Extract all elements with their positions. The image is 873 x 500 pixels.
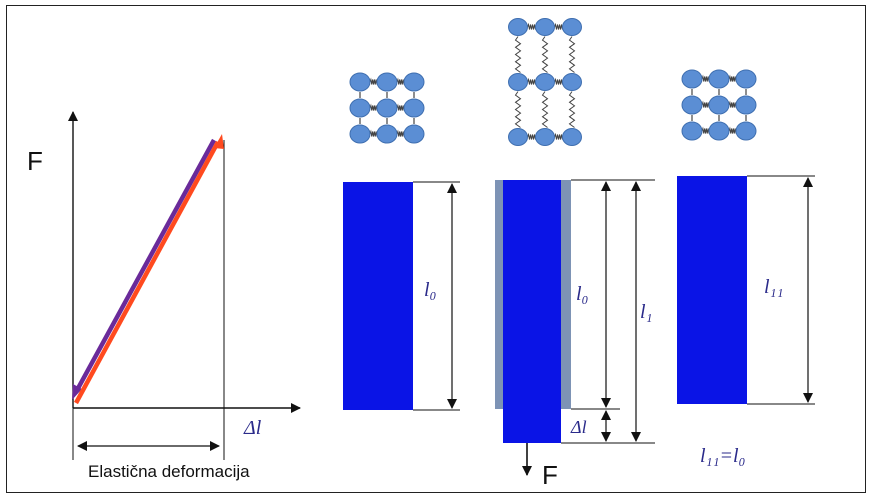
bar-returned: l₁₁ l₁₁=l₀ bbox=[677, 175, 815, 467]
bond-spring bbox=[396, 103, 405, 111]
unloading-arrowhead bbox=[72, 384, 82, 400]
atom bbox=[562, 17, 582, 37]
loading-line bbox=[74, 140, 220, 405]
bond-spring bbox=[527, 77, 536, 85]
bond-spring bbox=[568, 36, 576, 73]
bar-stretched: l₀ l₁ Δl F bbox=[495, 179, 655, 490]
atom bbox=[508, 72, 528, 92]
bond-spring bbox=[701, 100, 710, 108]
bar-returned-body bbox=[677, 176, 747, 404]
atom bbox=[681, 95, 703, 115]
bond-spring bbox=[554, 77, 563, 85]
atom bbox=[535, 17, 555, 37]
loading-arrowhead bbox=[214, 134, 224, 149]
atom bbox=[349, 72, 371, 92]
bond-spring bbox=[369, 103, 378, 111]
atom bbox=[708, 121, 730, 141]
bond-spring bbox=[554, 22, 563, 30]
atom bbox=[349, 98, 371, 118]
atom bbox=[535, 127, 555, 147]
extension-axis-label: Δl bbox=[243, 417, 262, 439]
atom bbox=[376, 72, 398, 92]
atom bbox=[562, 72, 582, 92]
atom bbox=[403, 124, 425, 144]
bond-spring bbox=[527, 22, 536, 30]
atom bbox=[376, 98, 398, 118]
force-extension-graph: F Δl Elastična deformacija bbox=[27, 111, 301, 481]
atom bbox=[735, 69, 757, 89]
bar-stretched-extension-label: Δl bbox=[570, 417, 587, 437]
atom bbox=[508, 17, 528, 37]
atom bbox=[562, 127, 582, 147]
bond-spring bbox=[541, 91, 549, 128]
bar-original: l₀ bbox=[343, 181, 460, 411]
atom bbox=[508, 127, 528, 147]
bond-spring bbox=[369, 77, 378, 85]
bar-stretched-body bbox=[503, 180, 561, 443]
atom bbox=[708, 69, 730, 89]
applied-force-label: F bbox=[542, 460, 558, 490]
atom bbox=[535, 72, 555, 92]
atom bbox=[681, 121, 703, 141]
atom-lattice-stretched bbox=[508, 17, 582, 147]
elastic-deformation-label: Elastična deformacija bbox=[88, 462, 250, 481]
atom-lattice-returned bbox=[681, 69, 757, 141]
bond-spring bbox=[396, 129, 405, 137]
bar-original-length-label: l₀ bbox=[424, 279, 437, 301]
bar-original-body bbox=[343, 182, 413, 410]
bond-spring bbox=[701, 74, 710, 82]
atom bbox=[681, 69, 703, 89]
bond-spring bbox=[514, 91, 522, 128]
bond-spring bbox=[554, 132, 563, 140]
length-relation-label: l₁₁=l₀ bbox=[700, 445, 746, 467]
bond-spring bbox=[701, 126, 710, 134]
atom bbox=[376, 124, 398, 144]
bond-spring bbox=[527, 132, 536, 140]
bond-spring bbox=[541, 36, 549, 73]
bond-spring bbox=[728, 74, 737, 82]
atom-lattice-original bbox=[349, 72, 425, 144]
atom bbox=[708, 95, 730, 115]
unloading-line bbox=[74, 138, 216, 394]
atom bbox=[735, 95, 757, 115]
bond-spring bbox=[728, 126, 737, 134]
atom bbox=[349, 124, 371, 144]
atom bbox=[403, 98, 425, 118]
bond-spring bbox=[514, 36, 522, 73]
atom bbox=[735, 121, 757, 141]
force-axis-label: F bbox=[27, 146, 43, 176]
bond-spring bbox=[568, 91, 576, 128]
bar-stretched-total-length-label: l₁ bbox=[640, 301, 653, 323]
bond-spring bbox=[396, 77, 405, 85]
bond-spring bbox=[728, 100, 737, 108]
bar-stretched-original-length-label: l₀ bbox=[576, 283, 589, 305]
bond-spring bbox=[369, 129, 378, 137]
bar-returned-length-label: l₁₁ bbox=[764, 276, 783, 298]
atom bbox=[403, 72, 425, 92]
